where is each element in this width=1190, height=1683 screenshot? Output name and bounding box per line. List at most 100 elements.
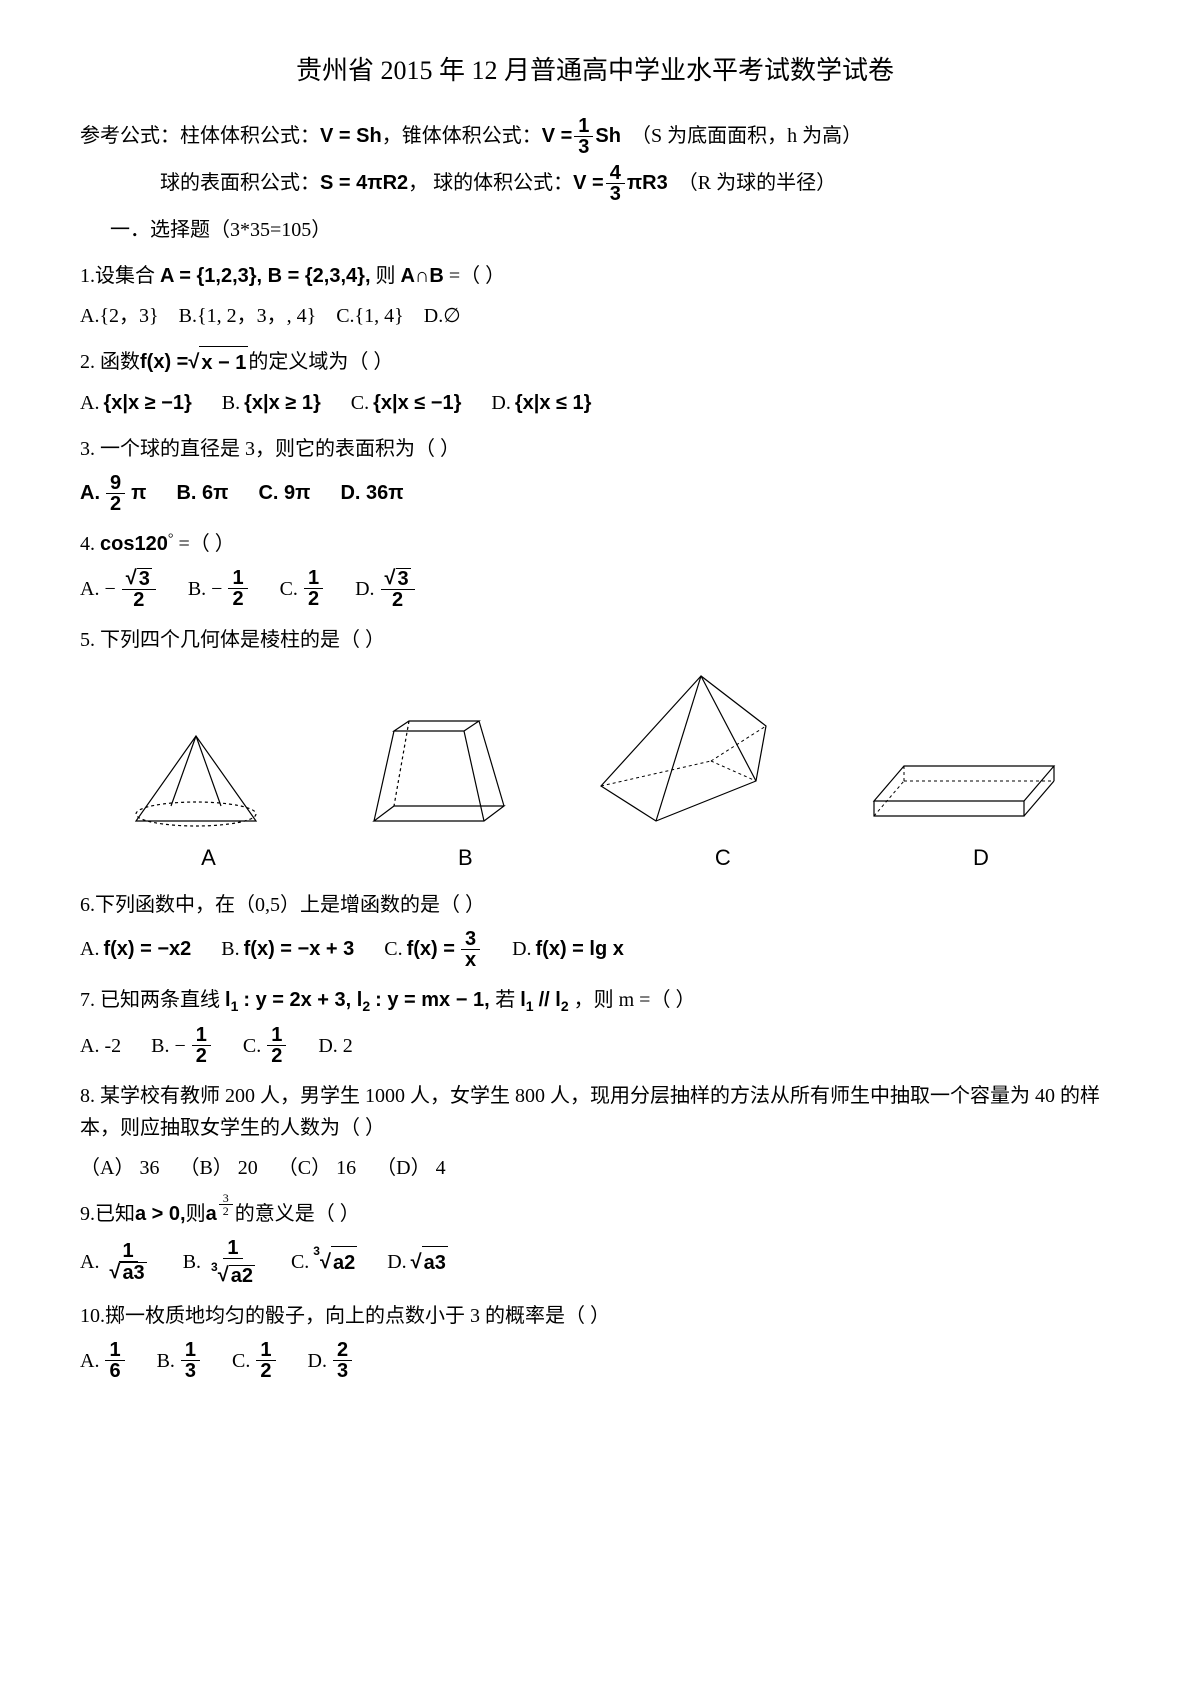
q9-opt-d: D. √a3 [387, 1246, 448, 1279]
den: 6 [105, 1361, 124, 1381]
formula-s: S = 4πR2 [320, 167, 408, 199]
label: A. − [80, 573, 116, 605]
den: 2 [304, 589, 323, 609]
q10-stem: 10.掷一枚质地均匀的骰子，向上的点数小于 3 的概率是（ ） [80, 1300, 1110, 1332]
num: 1 [267, 1025, 286, 1046]
q6-opt-b: B. f(x) = −x + 3 [221, 933, 354, 965]
q7-opt-c: C. 12 [243, 1025, 288, 1066]
label: A. [80, 387, 99, 419]
label: B. [183, 1246, 201, 1278]
label: D. [387, 1246, 406, 1278]
den: 2 [256, 1361, 275, 1381]
q3-opt-d: D. 36π [340, 477, 403, 509]
formula-label: 参考公式：柱体体积公式： [80, 120, 320, 152]
rad: a3 [120, 1262, 146, 1283]
q8-opt-c: （C） 16 [278, 1152, 356, 1184]
par: // [539, 989, 556, 1011]
num: 1 [228, 568, 247, 589]
mid: 若 [495, 989, 520, 1011]
q4-deg: ° [168, 531, 174, 546]
q5-b: B [458, 840, 473, 875]
label: C. [384, 933, 402, 965]
shape-a-icon [116, 726, 276, 836]
formula-v1: V = Sh [320, 120, 382, 152]
rad: a3 [422, 1246, 448, 1279]
q6-opt-c: C. f(x) = 3x [384, 929, 482, 970]
mathpre: f(x) = [407, 933, 455, 965]
q9-post: 的意义是（ ） [235, 1198, 360, 1230]
q5-d: D [973, 840, 989, 875]
formula-v2-post: Sh [595, 120, 621, 152]
label: C. [291, 1246, 309, 1278]
num: 9 [106, 473, 125, 494]
formula-note-1: （S 为底面面积，h 为高） [631, 120, 862, 152]
sub2: 2 [362, 998, 370, 1014]
label: D. [355, 573, 374, 605]
label: D. [512, 933, 531, 965]
rad: a2 [229, 1265, 255, 1286]
q2-fx: f(x) = [140, 346, 188, 378]
label: D. [491, 387, 510, 419]
frac-num: 4 [606, 163, 625, 184]
q1-opt-c: C.{1, 4} [336, 300, 404, 332]
post: ，则 m =（ ） [574, 989, 696, 1011]
num: 1 [119, 1241, 138, 1262]
q7-pre: 7. 已知两条直线 [80, 989, 225, 1011]
shape-d-icon [854, 746, 1074, 836]
idx: 3 [313, 1242, 320, 1261]
q1-stem-post: =（ ） [449, 265, 505, 287]
q5-labels: A B C D [80, 840, 1110, 875]
q9-a: a [206, 1198, 217, 1230]
q6-opt-d: D. f(x) = lg x [512, 933, 624, 965]
question-4: 4. cos120° =（ ） A. − √32 B. − 12 C. 12 D… [80, 528, 1110, 610]
q2-stem-pre: 2. 函数 [80, 346, 140, 378]
question-3: 3. 一个球的直径是 3，则它的表面积为（ ） A. 92 π B. 6π C.… [80, 433, 1110, 514]
math: D. 36π [340, 477, 403, 509]
q9-options: A. 1√a3 B. 13√a2 C. 3√a2 D. √a3 [80, 1238, 1110, 1286]
question-5: 5. 下列四个几何体是棱柱的是（ ） [80, 624, 1110, 875]
q7-opt-d: D. 2 [318, 1030, 352, 1062]
q8-opt-d: （D） 4 [376, 1152, 445, 1184]
den: 2 [106, 494, 125, 514]
q10-options: A. 16 B. 13 C. 12 D. 23 [80, 1340, 1110, 1381]
label: C. [243, 1030, 261, 1062]
q9-pre: 9.已知 [80, 1198, 135, 1230]
num: 1 [304, 568, 323, 589]
den: 2 [388, 590, 407, 610]
shape-c-icon [581, 666, 781, 836]
den: 3 [181, 1361, 200, 1381]
question-10: 10.掷一枚质地均匀的骰子，向上的点数小于 3 的概率是（ ） A. 16 B.… [80, 1300, 1110, 1381]
q2-sqrt: √x − 1 [188, 346, 248, 379]
q2-options: A. {x|x ≥ −1} B. {x|x ≥ 1} C. {x|x ≤ −1}… [80, 387, 1110, 419]
formula-line-1: 参考公式：柱体体积公式： V = Sh ，锥体体积公式： V = 1 3 Sh … [80, 116, 1110, 157]
formula-v2-pre: V = [542, 120, 573, 152]
q4-opt-b: B. − 12 [188, 568, 250, 609]
formula-frac-1: 1 3 [574, 116, 593, 157]
formula-v3-post: πR3 [627, 167, 668, 199]
label: B. [157, 1345, 175, 1377]
q2-opt-d: D. {x|x ≤ 1} [491, 387, 591, 419]
num: 1 [105, 1340, 124, 1361]
q3-options: A. 92 π B. 6π C. 9π D. 36π [80, 473, 1110, 514]
q4-opt-a: A. − √32 [80, 568, 158, 610]
question-7: 7. 已知两条直线 l1 : y = 2x + 3, l2 : y = mx −… [80, 984, 1110, 1066]
num: 1 [181, 1340, 200, 1361]
idx: 3 [211, 1261, 218, 1273]
eq2: : y = mx − 1, [375, 989, 495, 1011]
sub2b: 2 [561, 998, 569, 1014]
num: 1 [192, 1025, 211, 1046]
label: C. [351, 387, 369, 419]
formula-line-2: 球的表面积公式： S = 4πR2 ， 球的体积公式： V = 4 3 πR3 … [80, 163, 1110, 204]
label: A. [80, 1246, 99, 1278]
num: 1 [256, 1340, 275, 1361]
label: C. [232, 1345, 250, 1377]
q8-opt-a: （A） 36 [80, 1152, 159, 1184]
q2-opt-c: C. {x|x ≤ −1} [351, 387, 462, 419]
num: 2 [333, 1340, 352, 1361]
q9-a0: a > 0, [135, 1198, 186, 1230]
formula-sphere-surface-label: 球的表面积公式： [160, 167, 320, 199]
q10-opt-d: D. 23 [308, 1340, 355, 1381]
q3-stem: 3. 一个球的直径是 3，则它的表面积为（ ） [80, 433, 1110, 465]
q4-pre: 4. [80, 533, 100, 555]
q1-opt-d: D.∅ [424, 300, 461, 332]
